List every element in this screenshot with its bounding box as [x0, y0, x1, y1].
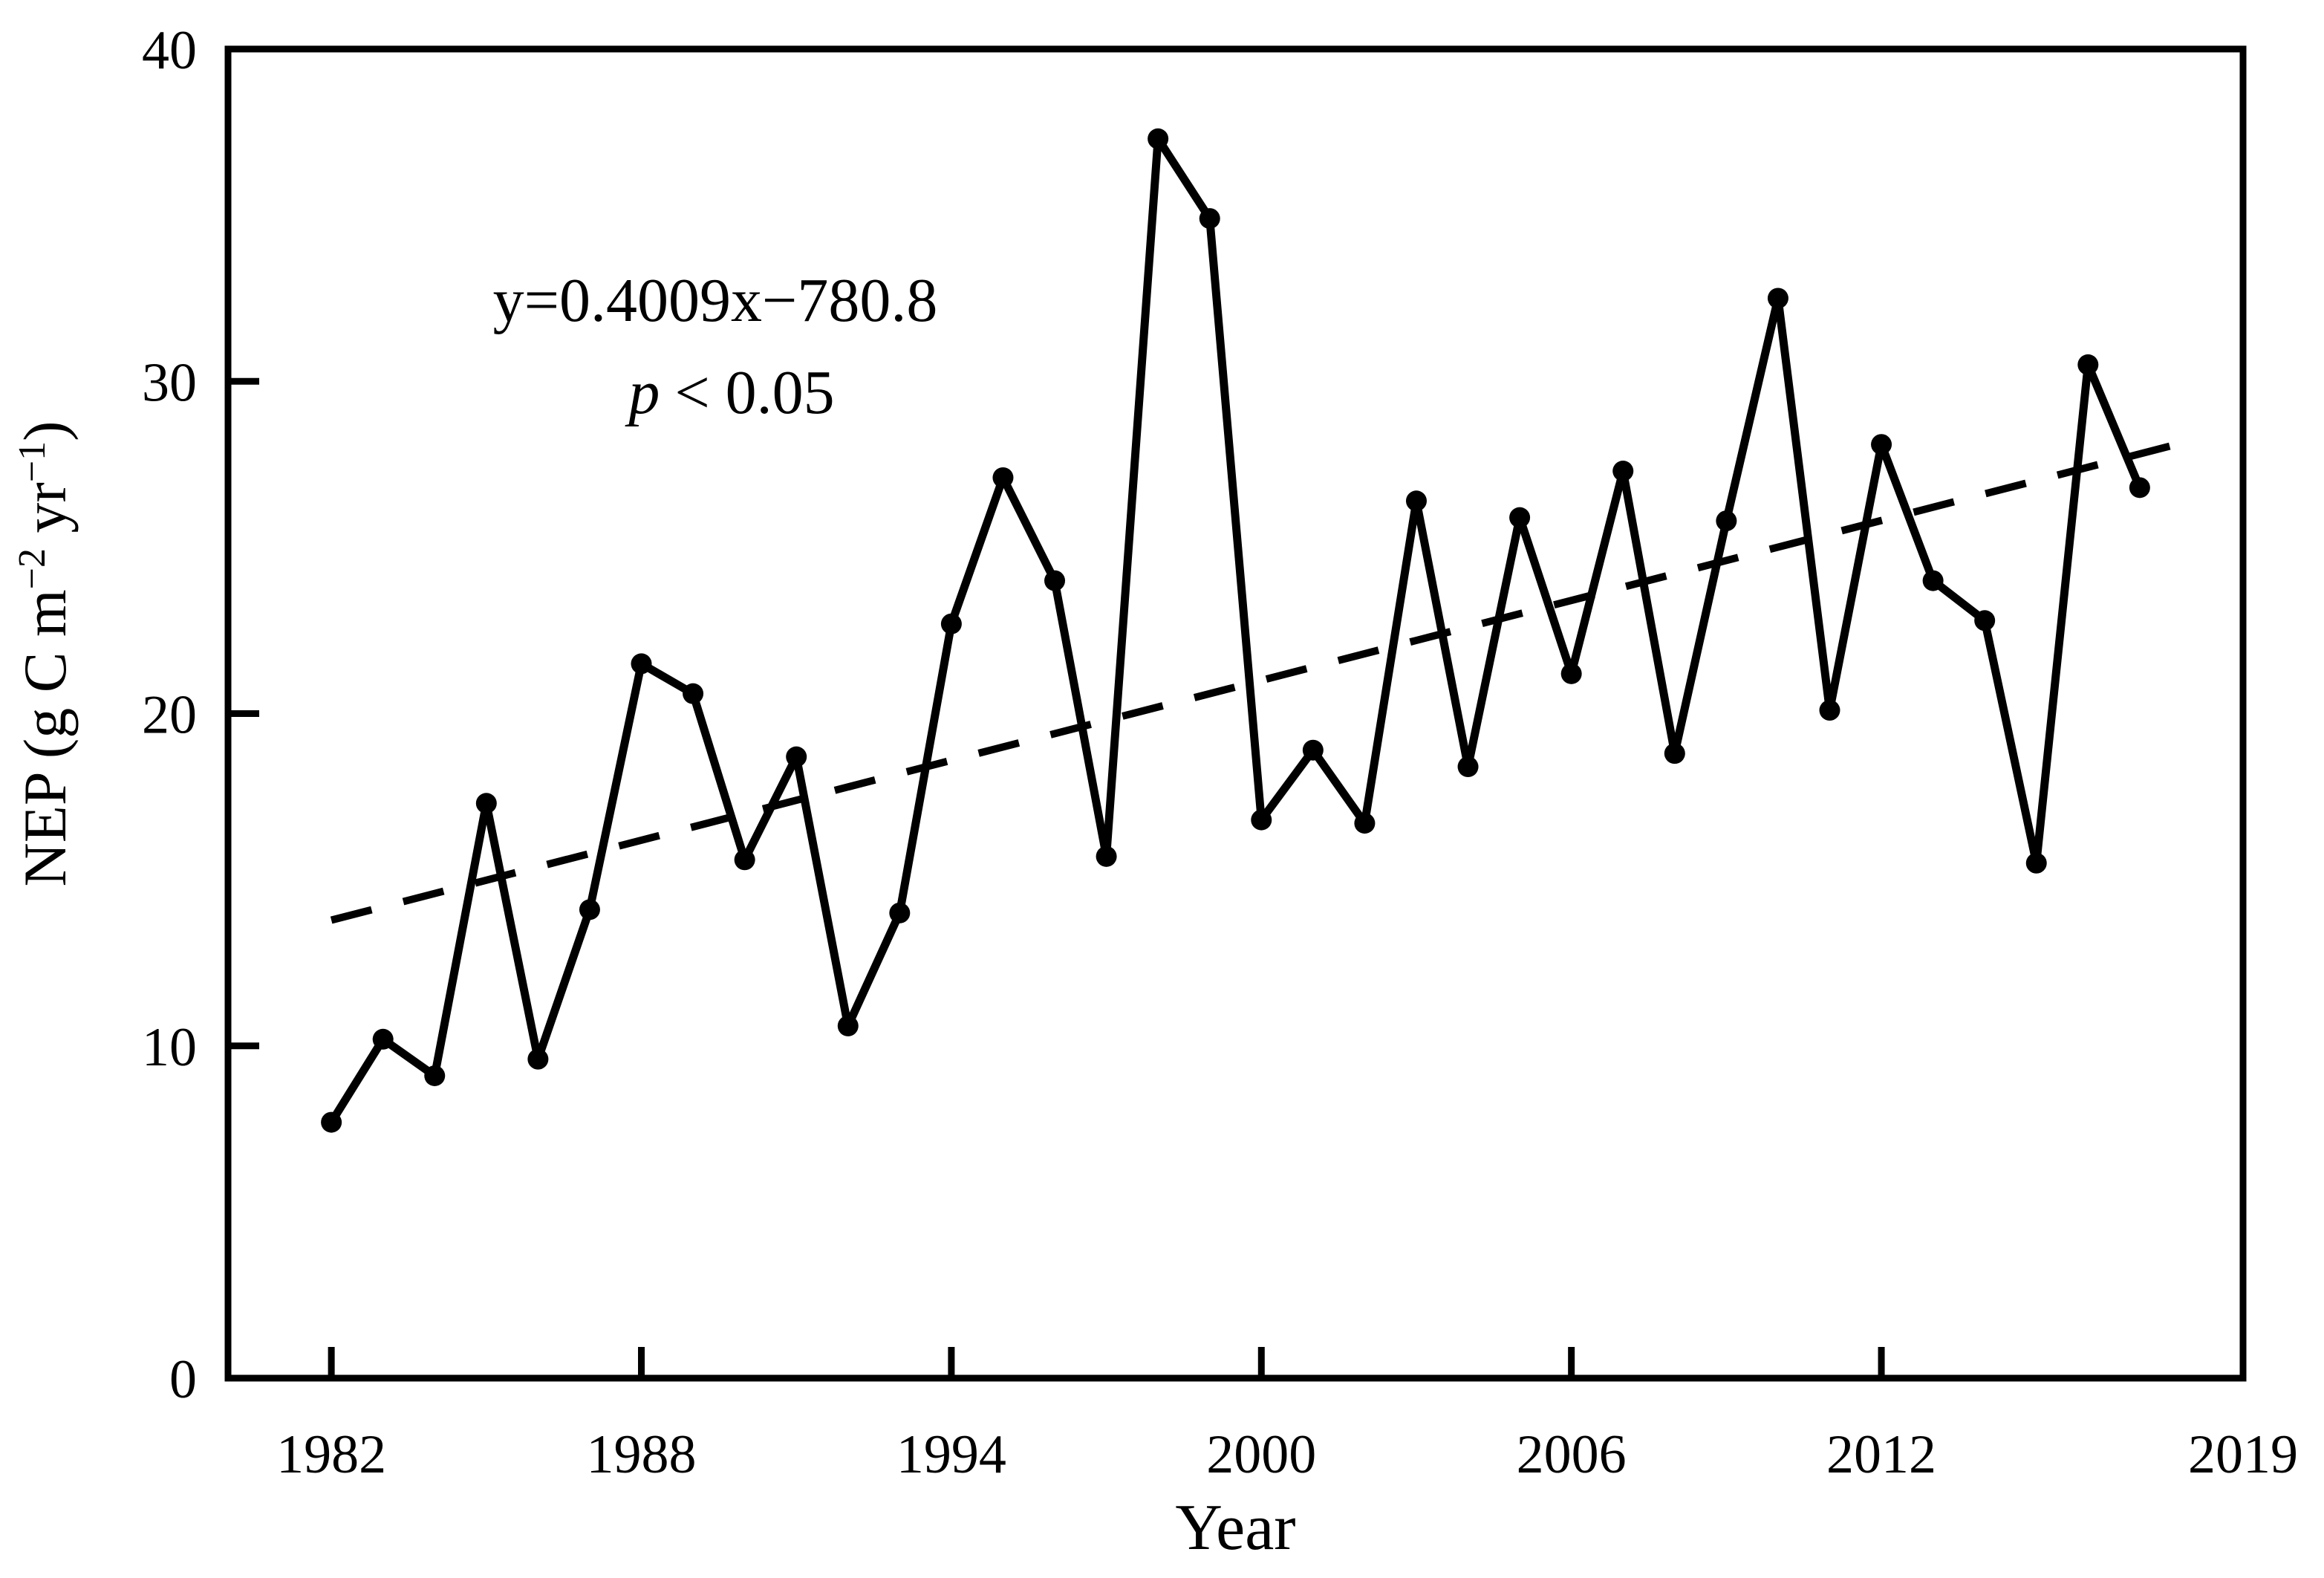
data-point: [372, 1028, 394, 1050]
x-tick-label: 2019: [2188, 1424, 2298, 1485]
data-point: [527, 1048, 549, 1070]
data-point: [2129, 477, 2150, 499]
y-tick-label: 0: [169, 1349, 197, 1410]
data-point: [475, 793, 497, 814]
data-point: [321, 1111, 342, 1133]
data-point: [1509, 507, 1531, 528]
x-tick-label: 2000: [1206, 1424, 1316, 1485]
data-point: [631, 653, 652, 675]
data-point: [2025, 852, 2047, 874]
p-value-label: p < 0.05: [625, 358, 834, 427]
nep-line: [327, 134, 2144, 1127]
data-point: [1819, 700, 1840, 721]
data-point: [1354, 813, 1376, 834]
data-point: [1251, 809, 1272, 831]
data-point: [734, 849, 755, 871]
data-point: [1199, 208, 1220, 230]
plot-frame: [224, 45, 2247, 1382]
data-point: [1871, 434, 1892, 455]
data-point: [837, 1015, 859, 1036]
data-point: [579, 899, 600, 920]
p-symbol: p: [625, 358, 660, 427]
data-point: [1457, 756, 1479, 778]
p-threshold: < 0.05: [674, 358, 834, 427]
data-point: [1612, 461, 1634, 482]
data-point: [1767, 288, 1788, 309]
data-point: [424, 1065, 446, 1087]
y-axis-title-segment: yr: [11, 482, 79, 548]
x-axis-title: Year: [1175, 1492, 1295, 1564]
y-tick-label: 20: [142, 685, 197, 746]
data-point: [940, 613, 962, 634]
data-point: [2077, 354, 2099, 375]
data-point: [1922, 570, 1944, 591]
data-point: [1560, 663, 1582, 684]
data-point: [1716, 510, 1737, 532]
x-tick-label: 2012: [1826, 1424, 1936, 1485]
data-point: [683, 683, 704, 704]
regression-equation-label: y=0.4009x−780.8: [493, 266, 938, 335]
data-point: [1405, 490, 1427, 512]
y-axis-title-segment: ): [11, 421, 79, 441]
data-point: [889, 902, 911, 923]
y-axis-title: NEP (g C m−2 yr−1): [11, 421, 79, 887]
data-point: [1664, 743, 1685, 764]
y-axis-title-superscript: −2: [11, 548, 53, 589]
data-point: [1096, 845, 1117, 867]
data-point: [1302, 739, 1324, 761]
x-tick-label: 1988: [587, 1424, 697, 1485]
y-tick-label: 30: [142, 352, 197, 413]
y-axis-title-segment: NEP (g C m: [11, 589, 79, 886]
data-point: [992, 467, 1014, 488]
data-point: [1974, 610, 1996, 631]
x-tick-label: 2006: [1517, 1424, 1627, 1485]
x-tick-label: 1994: [896, 1424, 1006, 1485]
y-tick-label: 10: [142, 1017, 197, 1078]
data-point: [1148, 128, 1169, 149]
x-tick-label: 1982: [276, 1424, 386, 1485]
data-point: [1044, 570, 1066, 591]
y-axis-title-superscript: −1: [11, 441, 53, 482]
y-tick-label: 40: [142, 20, 197, 81]
data-point: [786, 746, 807, 767]
